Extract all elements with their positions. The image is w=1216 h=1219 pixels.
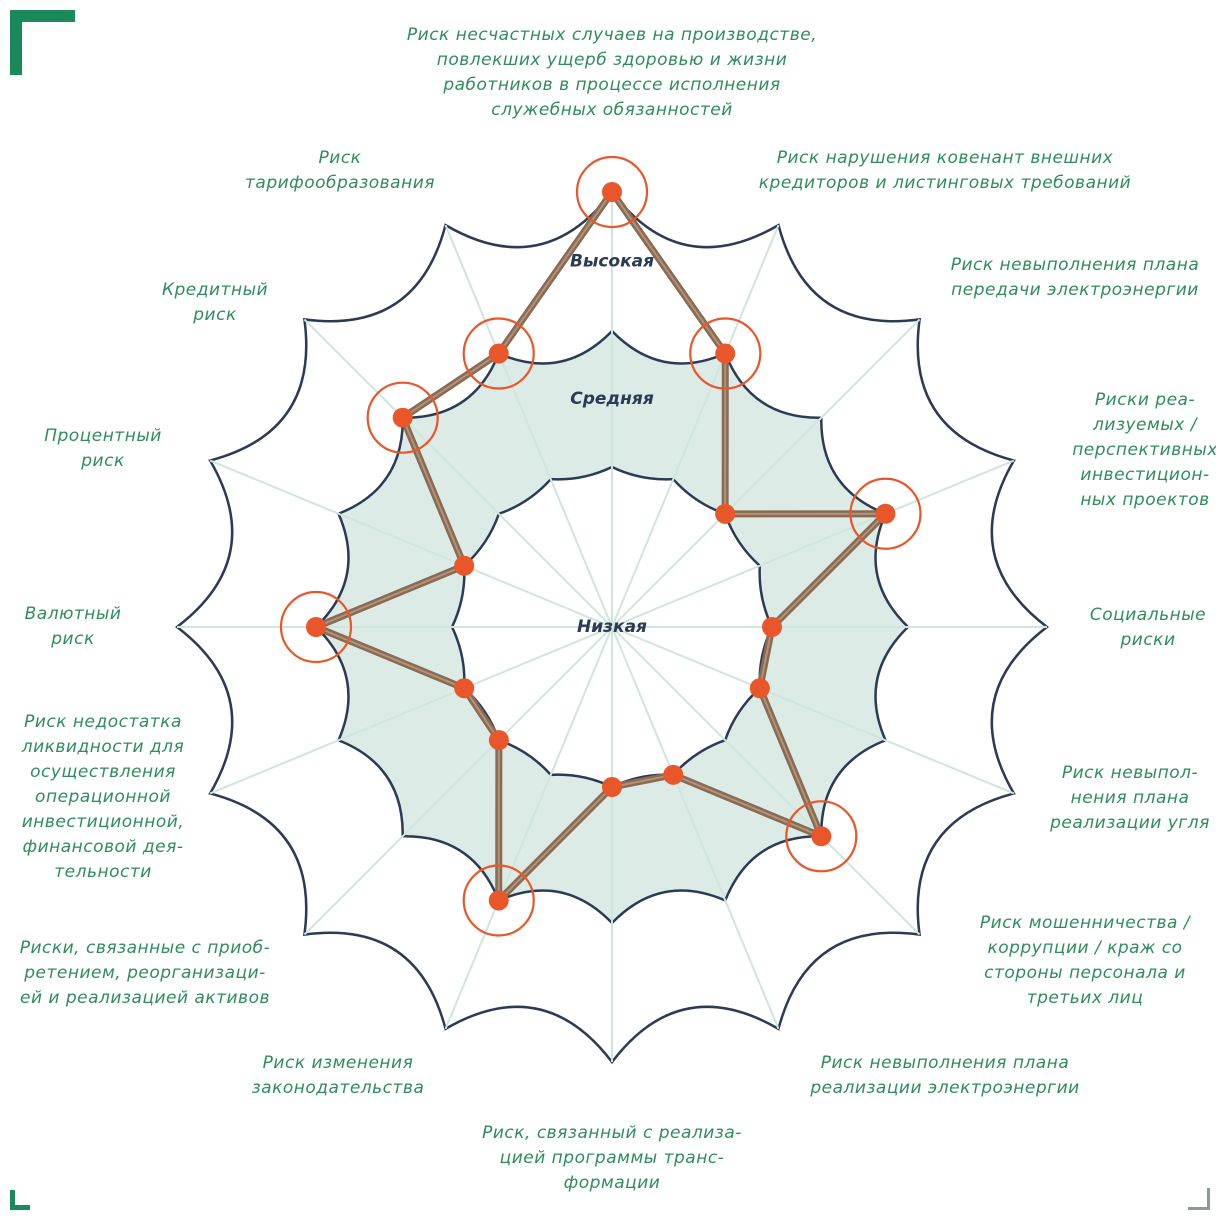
level-label: Высокая (570, 252, 654, 272)
category-label: Риск мошенничества / коррупции / краж со с… (980, 913, 1192, 1008)
category-label: Валютный риск (25, 604, 122, 649)
highlight-ring (462, 864, 535, 937)
category-label: Кредитный риск (162, 280, 268, 325)
corner-mark (10, 1190, 30, 1210)
level-label: Средняя (570, 389, 654, 409)
point (454, 678, 475, 699)
spoke (209, 459, 613, 628)
category-label: Риск несчастных случаев на производстве,… (407, 25, 817, 120)
spoke (611, 318, 921, 628)
category-label: Процентный риск (44, 426, 162, 471)
category-label: Риски реа-лизуемых / перспективных инвести… (1072, 390, 1216, 510)
spoke (611, 626, 921, 936)
spoke (611, 224, 780, 628)
point (715, 503, 736, 524)
highlight-ring (689, 317, 762, 390)
corner-mark (1188, 1188, 1210, 1210)
category-label: Риск невыпол-нения плана реализации угля (1049, 763, 1210, 833)
point (811, 826, 832, 847)
category-label: Риски, связанные с приоб-ретением, реорг… (20, 938, 271, 1008)
point (454, 555, 475, 576)
category-label: Социальные риски (1090, 605, 1206, 650)
spoke (303, 626, 613, 936)
point (749, 678, 770, 699)
category-label: Риск нарушения ковенант внешних кредиторо… (759, 148, 1131, 193)
spoke (611, 459, 1015, 628)
spoke (303, 318, 613, 628)
point (663, 764, 684, 785)
point (715, 343, 736, 364)
category-label: Риск изменения законодательства (252, 1053, 425, 1098)
category-label: Риск недостатка ликвидности для осуществле… (21, 712, 185, 882)
point (875, 503, 896, 524)
spoke (611, 626, 1015, 795)
highlight-ring (366, 381, 439, 454)
point (488, 730, 509, 751)
highlight-ring (462, 317, 535, 390)
spoke (209, 626, 613, 795)
highlight-ring (785, 800, 858, 873)
point (762, 617, 782, 637)
point (602, 777, 622, 797)
highlight-ring (575, 155, 649, 229)
spoke (444, 224, 613, 628)
level-label: Низкая (577, 617, 647, 637)
point (602, 182, 622, 202)
category-label: Риск невыполнения плана реализации электр… (809, 1053, 1079, 1098)
spoke (611, 626, 780, 1030)
category-label: Риск тарифообразования (245, 148, 435, 193)
spoke (444, 626, 613, 1030)
category-label: Риск невыполнения плана передачи электроэ… (951, 255, 1200, 300)
point (488, 890, 509, 911)
point (306, 617, 326, 637)
highlight-ring (279, 590, 353, 664)
highlight-ring (849, 477, 922, 550)
corner-mark (10, 10, 75, 75)
point (488, 343, 509, 364)
category-label: Риск, связанный с реализа-цией программы… (482, 1123, 742, 1193)
point (392, 407, 413, 428)
